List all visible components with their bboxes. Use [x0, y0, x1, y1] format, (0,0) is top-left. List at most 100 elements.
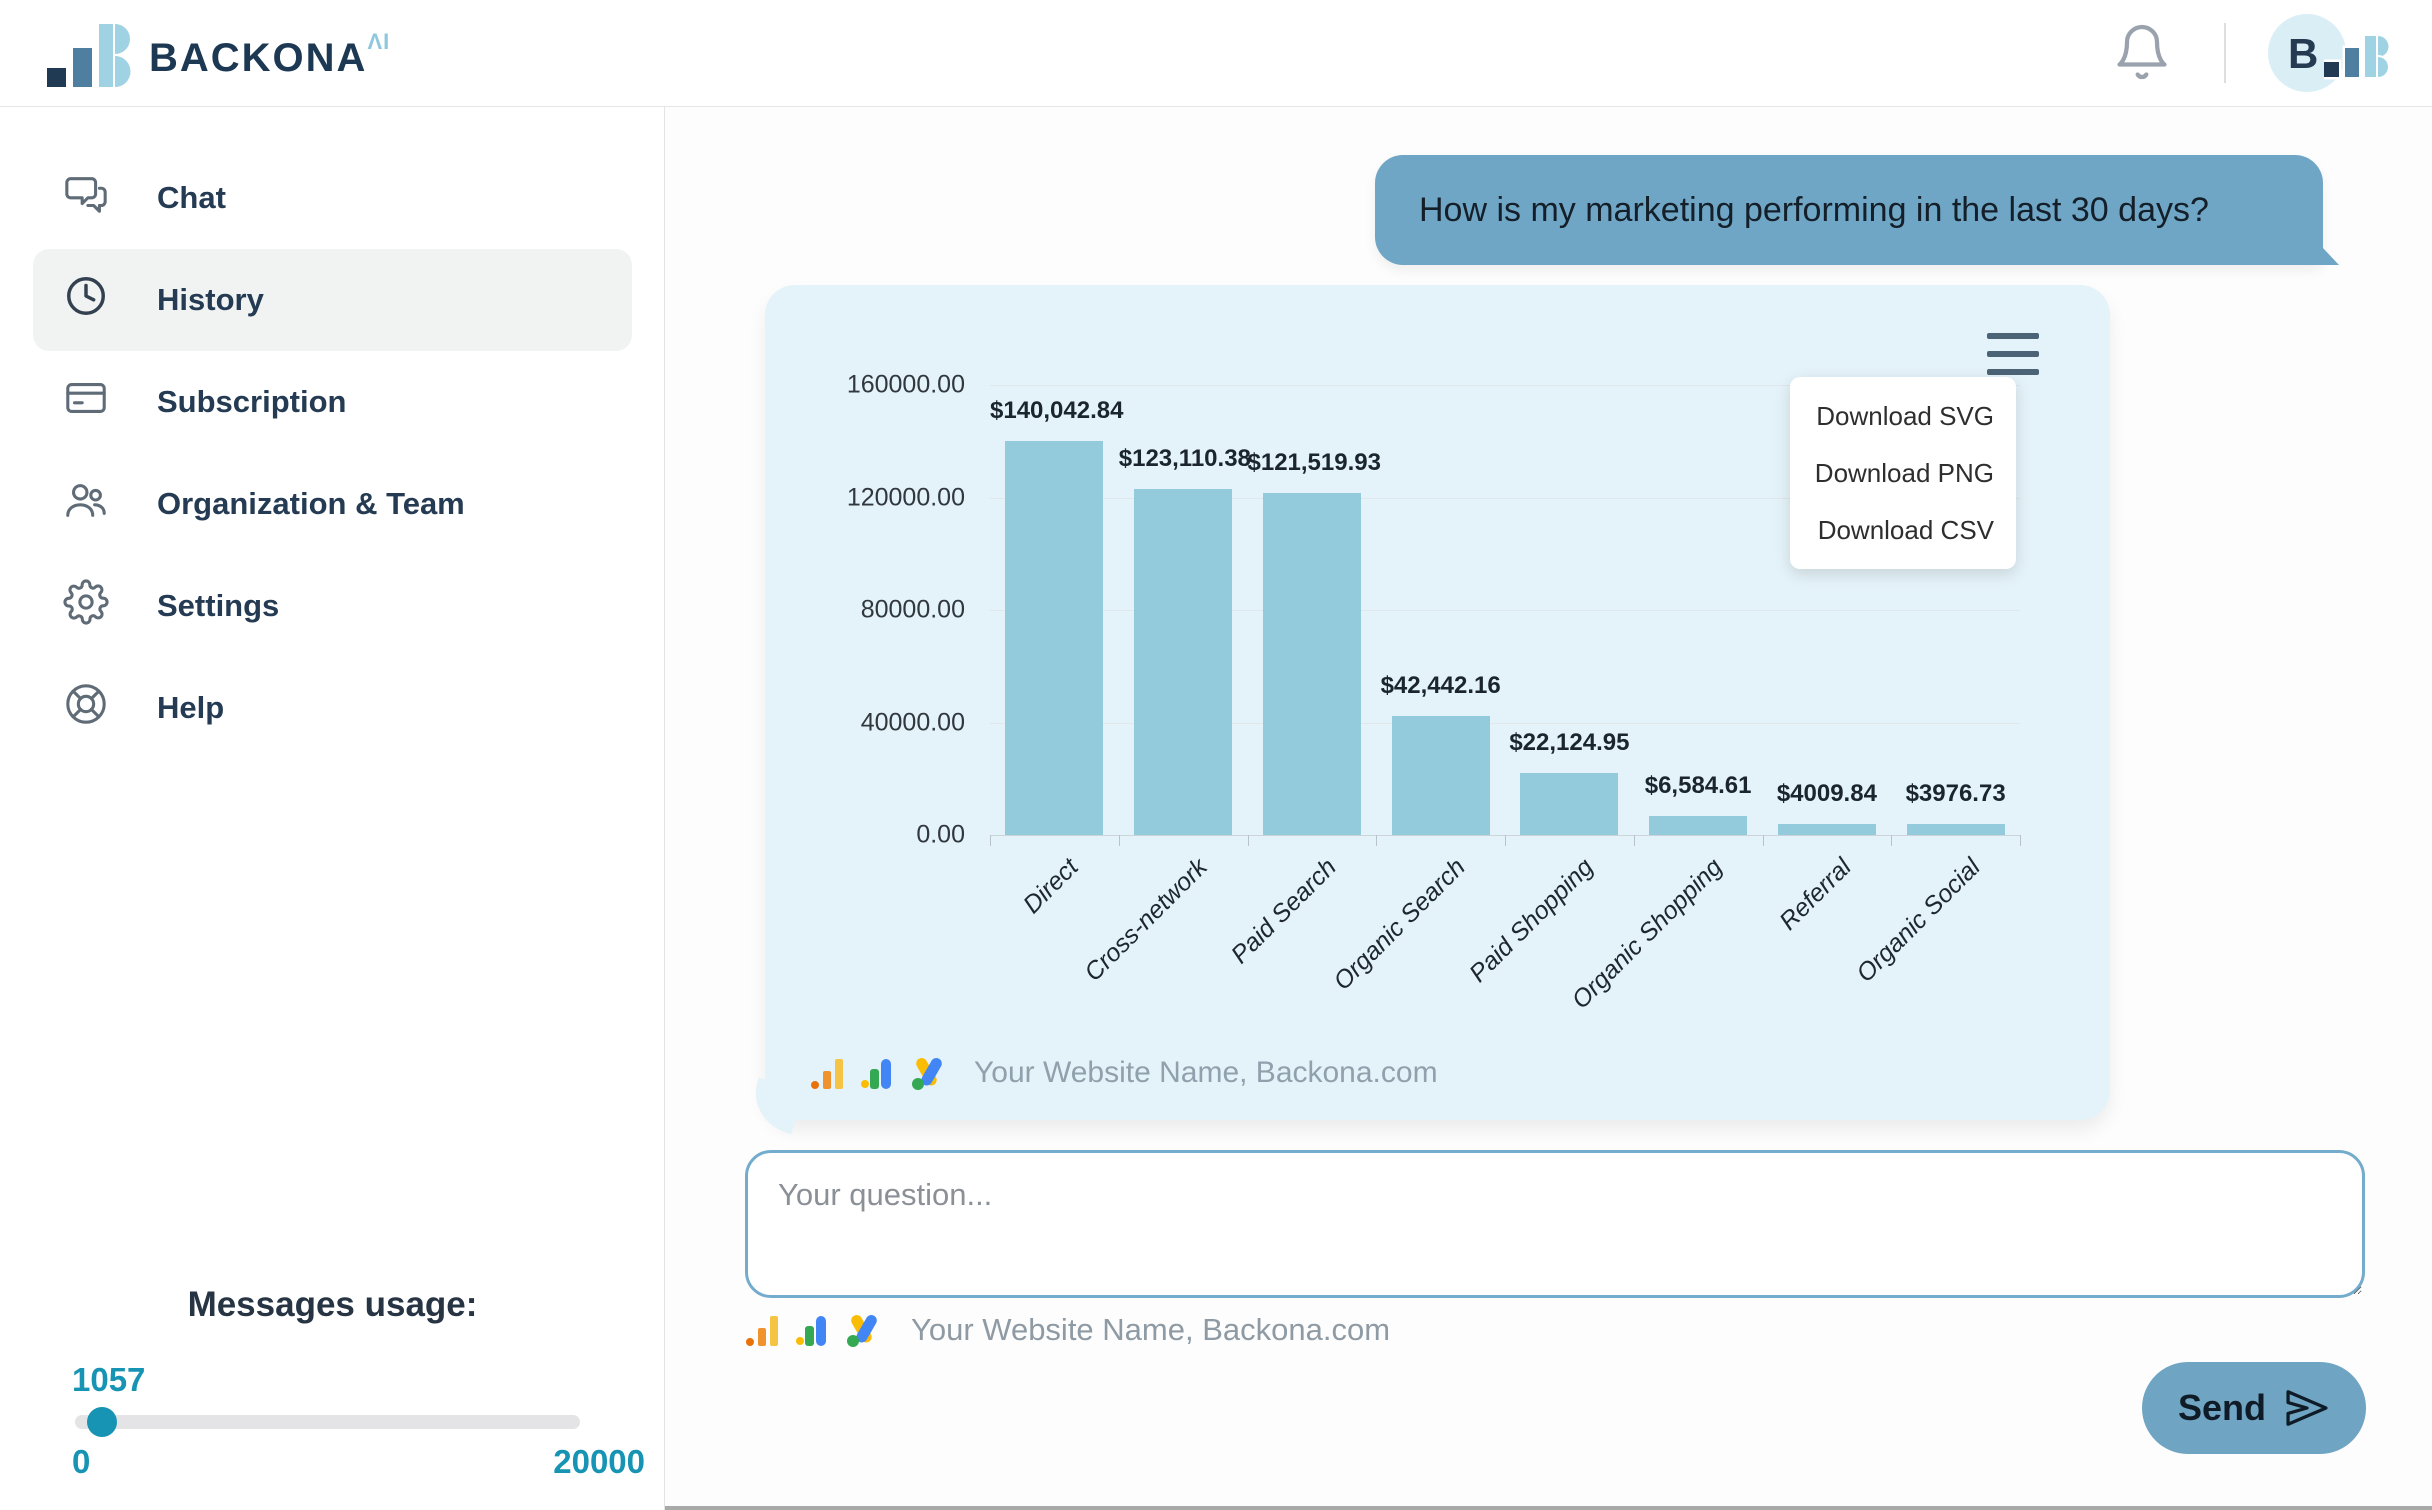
- source-caption: Your Website Name, Backona.com: [911, 1312, 1391, 1347]
- bar-value-label: $6,584.61: [1644, 772, 1752, 800]
- x-axis-label: Cross-network: [1079, 853, 1213, 987]
- send-label: Send: [2177, 1387, 2266, 1428]
- bar-value-label: $42,442.16: [1380, 671, 1501, 699]
- sidebar-item-label: Help: [157, 690, 225, 725]
- notification-bell-icon[interactable]: [2112, 20, 2172, 84]
- bar-value-label: $123,110.38: [1118, 444, 1251, 472]
- menu-item-download-csv[interactable]: Download CSV: [1817, 515, 1994, 546]
- bar-organic-shopping: [1649, 816, 1748, 835]
- sidebar-item-organization-team[interactable]: Organization & Team: [33, 453, 632, 555]
- sidebar-item-chat[interactable]: Chat: [33, 147, 632, 249]
- usage-slider-thumb[interactable]: [86, 1407, 117, 1437]
- x-axis-tick: [1891, 835, 1893, 846]
- chart-source-row: Your Website Name, Backona.com: [810, 1055, 1438, 1091]
- x-axis-label: Organic Shopping: [1566, 853, 1728, 1015]
- x-axis-tick: [1376, 835, 1378, 846]
- menu-item-download-svg[interactable]: Download SVG: [1816, 400, 1994, 431]
- analytics-bars-icon: [811, 1059, 843, 1089]
- brand-logo[interactable]: BACKONAΛΙ: [47, 22, 390, 88]
- subscription-icon: [63, 375, 109, 429]
- send-button[interactable]: Send: [2142, 1362, 2366, 1454]
- sidebar-item-history[interactable]: History: [33, 249, 632, 351]
- bar-value-label: $22,124.95: [1509, 728, 1630, 756]
- download-menu: Download SVG Download PNG Download CSV: [1790, 377, 2016, 569]
- sidebar-item-label: History: [157, 282, 264, 317]
- sidebar: Chat History Subscription Organization & Te…: [0, 107, 665, 1510]
- input-source-row: Your Website Name, Backona.com: [745, 1312, 1390, 1348]
- usage-current-value: 1057: [72, 1361, 146, 1398]
- bar-value-label: $121,519.93: [1247, 449, 1381, 477]
- bar-direct: [1005, 441, 1104, 835]
- bar-paid-shopping: [1520, 772, 1619, 835]
- x-axis-tick: [1505, 835, 1506, 846]
- bar-cross-network: [1134, 488, 1233, 835]
- sidebar-item-settings[interactable]: Settings: [33, 555, 632, 657]
- google-ads-icon: [912, 1058, 942, 1090]
- x-axis-label: Paid Search: [1225, 853, 1342, 970]
- sidebar-item-label: Subscription: [157, 384, 347, 419]
- x-axis-tick: [990, 835, 991, 846]
- sidebar-item-help[interactable]: Help: [33, 657, 632, 759]
- y-axis-label: 120000.00: [846, 483, 965, 511]
- menu-item-download-png[interactable]: Download PNG: [1814, 457, 1994, 488]
- chart-growth-icon: [861, 1059, 891, 1089]
- messages-usage-section: Messages usage: 1057 0 20000: [0, 1285, 665, 1480]
- send-plane-icon: [2286, 1390, 2328, 1426]
- x-axis-label: Organic Social: [1850, 853, 1986, 988]
- usage-min-label: 0: [72, 1443, 91, 1480]
- sidebar-nav: Chat History Subscription Organization & Te…: [0, 147, 665, 759]
- window-bottom-edge: [0, 1506, 2432, 1510]
- sidebar-item-label: Organization & Team: [157, 486, 465, 521]
- question-input[interactable]: [745, 1150, 2365, 1298]
- bar-value-label: $4009.84: [1776, 779, 1877, 807]
- brand-mark-icon: [47, 24, 131, 87]
- x-axis-label: Referral: [1773, 853, 1857, 936]
- chart-plot: 0.00 40000.00 80000.00 120000.00 160000.00 $1…: [847, 371, 2021, 1014]
- grid-line: [990, 385, 2020, 386]
- x-axis-label: Paid Shopping: [1464, 853, 1600, 988]
- x-axis-tick: [2020, 835, 2021, 846]
- avatar-letter: B: [2288, 30, 2319, 77]
- header-bar: BACKONAΛΙ B: [0, 0, 2432, 107]
- sidebar-item-label: Chat: [157, 180, 226, 215]
- google-ads-icon: [847, 1315, 877, 1347]
- bar-value-label: $3976.73: [1905, 779, 2006, 807]
- x-axis-tick: [1118, 835, 1120, 846]
- chart-growth-icon: [796, 1316, 826, 1346]
- bar-paid-search: [1262, 493, 1361, 835]
- x-axis-tick: [1633, 835, 1635, 846]
- bar-value-label: $140,042.84: [990, 397, 1124, 425]
- sidebar-item-label: Settings: [157, 588, 280, 623]
- avatar-logo-icon: [2324, 36, 2391, 80]
- chart-menu-icon[interactable]: [1987, 333, 2039, 375]
- header-divider: [2224, 23, 2226, 83]
- y-axis-label: 160000.00: [846, 370, 965, 399]
- x-axis-label: Direct: [1018, 853, 1085, 919]
- bar-organic-search: [1391, 715, 1490, 835]
- grid-line: [990, 610, 2020, 611]
- organization-icon: [63, 477, 109, 531]
- user-avatar[interactable]: B: [2268, 14, 2398, 96]
- bar-organic-social: [1906, 823, 2005, 835]
- x-axis-tick: [1762, 835, 1764, 846]
- analytics-bars-icon: [746, 1316, 778, 1346]
- help-icon: [63, 681, 109, 735]
- brand-text: BACKONAΛΙ: [149, 29, 391, 80]
- usage-max-label: 20000: [553, 1443, 645, 1480]
- grid-line: [990, 722, 2020, 724]
- usage-slider[interactable]: [75, 1407, 580, 1437]
- y-axis-label: 40000.00: [860, 708, 965, 736]
- sidebar-item-subscription[interactable]: Subscription: [33, 351, 632, 453]
- user-message-bubble: How is my marketing performing in the la…: [1375, 155, 2323, 265]
- usage-title: Messages usage:: [187, 1285, 478, 1324]
- brand-ai-suffix: ΛΙ: [367, 29, 391, 54]
- x-axis-label: Organic Search: [1327, 853, 1471, 996]
- grid-line: [990, 497, 2020, 499]
- bar-referral: [1777, 823, 1876, 835]
- y-axis-label: 80000.00: [860, 595, 965, 624]
- history-icon: [63, 273, 109, 327]
- chat-icon: [63, 171, 109, 225]
- user-message-text: How is my marketing performing in the la…: [1419, 190, 2209, 229]
- source-caption: Your Website Name, Backona.com: [974, 1056, 1438, 1089]
